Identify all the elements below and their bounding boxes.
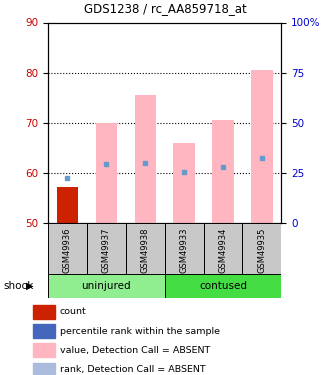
- Bar: [173, 143, 195, 223]
- Text: shock: shock: [3, 281, 34, 291]
- Text: GSM49935: GSM49935: [258, 227, 266, 273]
- Text: contused: contused: [199, 281, 247, 291]
- Text: value, Detection Call = ABSENT: value, Detection Call = ABSENT: [60, 346, 210, 355]
- Bar: [126, 223, 165, 274]
- Bar: [33, 324, 55, 338]
- Text: GSM49937: GSM49937: [102, 227, 111, 273]
- Text: GSM49934: GSM49934: [218, 227, 227, 273]
- Text: GDS1238 / rc_AA859718_at: GDS1238 / rc_AA859718_at: [84, 2, 247, 15]
- Bar: [242, 223, 281, 274]
- Bar: [96, 123, 117, 223]
- Text: percentile rank within the sample: percentile rank within the sample: [60, 327, 219, 336]
- Bar: [33, 305, 55, 319]
- Bar: [57, 187, 78, 223]
- Bar: [204, 223, 242, 274]
- Bar: [48, 274, 165, 298]
- Text: GSM49936: GSM49936: [63, 227, 72, 273]
- Text: GSM49933: GSM49933: [180, 227, 189, 273]
- Bar: [212, 120, 234, 223]
- Bar: [165, 274, 281, 298]
- Bar: [33, 344, 55, 357]
- Text: GSM49938: GSM49938: [141, 227, 150, 273]
- Text: count: count: [60, 308, 86, 316]
- Bar: [251, 70, 273, 223]
- Bar: [165, 223, 204, 274]
- Text: ▶: ▶: [26, 281, 33, 291]
- Bar: [134, 95, 156, 223]
- Text: rank, Detection Call = ABSENT: rank, Detection Call = ABSENT: [60, 365, 205, 374]
- Bar: [48, 223, 87, 274]
- Bar: [87, 223, 126, 274]
- Text: uninjured: uninjured: [81, 281, 131, 291]
- Bar: [33, 363, 55, 375]
